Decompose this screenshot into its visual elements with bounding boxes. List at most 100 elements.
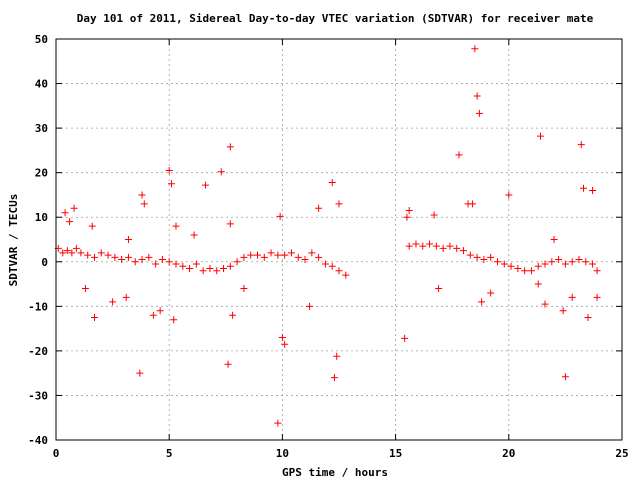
data-point [226,220,234,228]
data-point [77,249,85,257]
data-point [124,236,132,243]
data-point [412,240,420,248]
data-point [550,236,558,243]
data-point [170,316,178,324]
data-point [333,352,341,360]
data-point [118,256,126,264]
data-point [555,256,563,264]
data-point [568,258,576,266]
data-point [294,253,302,261]
data-point [493,258,501,266]
y-tick-label: 20 [35,167,48,180]
x-tick-label: 0 [53,447,60,460]
data-point [487,253,495,261]
data-point [124,253,132,261]
data-point [330,374,338,382]
data-point [90,313,98,321]
data-point [199,267,207,275]
data-point [593,267,601,275]
data-point [435,285,443,293]
data-point [179,262,187,270]
data-point [584,313,592,321]
data-point [328,178,336,186]
data-point [426,240,434,248]
data-point [68,249,76,257]
y-tick-label: 40 [35,78,48,91]
data-point [521,267,529,275]
data-point [240,285,248,293]
data-point [534,262,542,270]
data-point [335,200,343,208]
data-point [475,109,483,117]
data-point [500,260,508,268]
data-point [405,207,413,215]
data-point [247,251,255,259]
plot-frame [55,38,623,441]
data-point [138,191,146,199]
data-point [276,212,284,220]
data-point [145,253,153,261]
data-point [469,200,477,208]
data-point [220,264,228,272]
data-point [90,253,98,261]
data-point [229,311,237,319]
data-point [315,253,323,261]
data-points [54,45,601,427]
data-point [308,249,316,257]
data-point [541,300,549,308]
data-point [278,334,286,342]
data-point [432,242,440,250]
data-point [260,253,268,261]
data-point [226,143,234,151]
y-tick-label: -30 [28,389,48,402]
data-point [287,249,295,257]
y-tick-label: 30 [35,122,48,135]
data-point [140,200,148,208]
data-point [213,267,221,275]
data-point [156,307,164,315]
y-tick-label: -10 [28,300,48,313]
data-point [226,262,234,270]
data-point [72,244,80,252]
data-point [401,334,409,342]
data-point [439,244,447,252]
data-point [111,253,119,261]
data-point [460,247,468,255]
data-point [274,251,282,259]
data-point [192,260,200,268]
data-point [152,260,160,268]
data-point [471,45,479,53]
data-point [577,141,585,149]
data-point [306,302,314,310]
data-point [575,256,583,264]
data-point [505,191,513,199]
x-axis-ticks: 0 5 10 15 20 25 [53,39,629,460]
data-point [281,251,289,259]
data-point [136,369,144,377]
data-point [109,298,117,306]
y-tick-label: -40 [28,434,48,447]
x-tick-label: 5 [166,447,173,460]
x-tick-label: 10 [276,447,289,460]
data-point [478,298,486,306]
data-point [59,249,67,257]
y-tick-label: 50 [35,33,48,46]
data-point [589,186,597,194]
data-point [446,242,454,250]
data-point [321,260,329,268]
x-tick-label: 25 [615,447,628,460]
data-point [253,251,261,259]
data-point [217,168,225,176]
data-point [201,181,209,189]
data-point [240,253,248,261]
data-point [88,222,96,230]
data-point [233,258,241,266]
data-point [593,293,601,301]
data-point [342,271,350,279]
y-tick-label: -20 [28,345,48,358]
data-point [561,260,569,268]
y-axis-ticks: 50 40 30 20 10 0 -10 -20 -30 -40 [28,33,622,447]
data-point [514,264,522,272]
data-point [165,258,173,266]
data-point [190,231,198,239]
